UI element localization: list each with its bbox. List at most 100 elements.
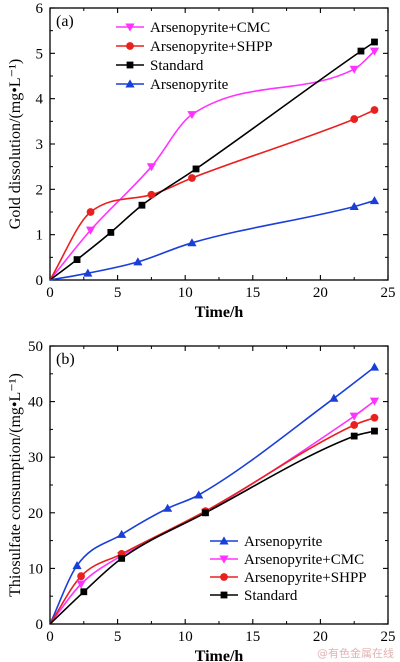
- legend-label-standard: Standard: [150, 58, 204, 74]
- data-point-standard: [107, 229, 115, 236]
- data-point-standard: [202, 509, 209, 517]
- legend-b: Arsenopyrite Arsenopyrite+CMC Arsenopyrite…: [210, 534, 367, 604]
- x-tick-label: 20: [313, 285, 328, 301]
- x-tick-label: 25: [381, 629, 396, 645]
- legend-marker-arsenopyrite-shpp: [220, 573, 228, 581]
- data-point-standard: [80, 588, 88, 596]
- series-line-arsenopyrite-shpp: [49, 109, 375, 281]
- legend-label-arsenopyrite-cmc: Arsenopyrite+CMC: [244, 552, 364, 568]
- data-point-standard: [371, 427, 378, 435]
- watermark-text: @有色金属在线: [317, 646, 394, 660]
- data-point-arsenopyrite: [163, 503, 173, 512]
- x-tick-label: 25: [381, 285, 396, 301]
- data-point-arsenopyrite-cmc: [349, 412, 359, 421]
- data-point-standard: [138, 201, 146, 209]
- tick-labels-a: 0 5 10 15 20 25 0 1 2 3 4 5 6: [36, 1, 396, 301]
- y-tick-label: 30: [28, 450, 43, 466]
- data-point-standard: [192, 165, 200, 173]
- panel-label-a: (a): [56, 13, 74, 30]
- legend-marker-arsenopyrite-shpp: [126, 42, 134, 50]
- data-point-arsenopyrite: [349, 201, 359, 211]
- data-point-arsenopyrite: [369, 196, 380, 205]
- data-point-arsenopyrite-shpp: [188, 174, 196, 182]
- y-tick-label: 20: [28, 506, 43, 522]
- data-point-standard: [118, 554, 126, 562]
- legend-label-arsenopyrite: Arsenopyrite: [150, 77, 229, 93]
- tick-marks-a: [49, 7, 389, 281]
- data-point-arsenopyrite-cmc: [76, 580, 86, 589]
- data-point-arsenopyrite-cmc: [369, 47, 380, 56]
- y-tick-label: 1: [36, 228, 44, 244]
- data-point-arsenopyrite: [187, 238, 197, 247]
- data-point-arsenopyrite-cmc: [146, 163, 156, 172]
- legend-a: Arsenopyrite+CMC Arsenopyrite+SHPP Standar…: [116, 20, 273, 93]
- y-axis-title-a: Gold dissolution/(mg•L⁻¹): [7, 59, 24, 229]
- legend-marker-arsenopyrite-cmc: [219, 555, 229, 564]
- data-point-arsenopyrite-shpp: [350, 115, 359, 123]
- data-point-arsenopyrite-shpp: [147, 190, 156, 199]
- series-markers-a: [73, 38, 380, 277]
- legend-marker-standard: [220, 591, 228, 599]
- series-markers-b: [72, 362, 380, 596]
- data-point-arsenopyrite: [194, 490, 204, 499]
- legend-label-arsenopyrite-cmc: Arsenopyrite+CMC: [150, 20, 270, 36]
- data-point-arsenopyrite: [72, 561, 82, 570]
- y-tick-label: 0: [36, 617, 44, 633]
- y-tick-label: 4: [36, 92, 44, 108]
- data-point-arsenopyrite: [369, 362, 380, 371]
- x-tick-label: 15: [245, 629, 260, 645]
- x-axis-title-a: Time/h: [195, 304, 244, 321]
- y-axis-title-b: Thiosulfate consumption/(mg•L⁻¹): [7, 373, 24, 597]
- tick-marks-b: [49, 345, 389, 625]
- legend-marker-arsenopyrite-cmc: [125, 23, 135, 32]
- data-point-arsenopyrite: [117, 529, 127, 538]
- data-point-arsenopyrite-cmc: [187, 111, 197, 120]
- data-point-standard: [371, 38, 378, 46]
- legend-label-standard: Standard: [244, 588, 298, 604]
- data-point-arsenopyrite-shpp: [370, 106, 379, 114]
- x-axis-title-b: Time/h: [195, 648, 244, 662]
- y-tick-label: 2: [36, 182, 44, 198]
- legend-marker-arsenopyrite: [125, 79, 135, 88]
- y-tick-label: 10: [28, 561, 43, 577]
- tick-labels-b: 0 5 10 15 20 25 0 10 20 30 40 50: [28, 339, 396, 645]
- data-point-standard: [357, 47, 365, 55]
- x-tick-label: 20: [313, 629, 328, 645]
- series-line-arsenopyrite-cmc: [49, 400, 375, 625]
- y-tick-label: 40: [28, 395, 43, 411]
- x-tick-label: 0: [46, 285, 54, 301]
- data-point-arsenopyrite-shpp: [350, 421, 359, 429]
- x-tick-label: 0: [46, 629, 54, 645]
- legend-marker-arsenopyrite: [219, 536, 229, 545]
- data-point-arsenopyrite-shpp: [86, 208, 95, 216]
- series-line-arsenopyrite: [49, 199, 375, 281]
- data-point-arsenopyrite-shpp: [370, 413, 379, 422]
- x-tick-label: 15: [245, 285, 260, 301]
- y-tick-label: 6: [36, 1, 44, 17]
- x-tick-label: 10: [178, 285, 193, 301]
- data-point-arsenopyrite-cmc: [369, 397, 380, 406]
- y-tick-label: 5: [36, 46, 44, 62]
- legend-label-arsenopyrite-shpp: Arsenopyrite+SHPP: [150, 39, 273, 55]
- data-point-arsenopyrite: [329, 393, 339, 402]
- data-point-standard: [350, 432, 358, 440]
- y-tick-label: 3: [36, 137, 44, 153]
- data-point-arsenopyrite: [83, 268, 93, 277]
- x-tick-label: 10: [178, 629, 193, 645]
- x-tick-label: 5: [114, 629, 122, 645]
- y-tick-label: 50: [28, 339, 43, 355]
- data-point-arsenopyrite-cmc: [85, 226, 96, 235]
- data-point-standard: [73, 256, 81, 263]
- panel-label-b: (b): [56, 351, 75, 368]
- data-point-arsenopyrite-cmc: [349, 65, 359, 74]
- legend-label-arsenopyrite-shpp: Arsenopyrite+SHPP: [244, 570, 367, 586]
- y-tick-label: 0: [36, 273, 44, 289]
- x-tick-label: 5: [114, 285, 122, 301]
- data-point-arsenopyrite: [133, 257, 143, 266]
- data-point-arsenopyrite-shpp: [77, 572, 85, 581]
- legend-label-arsenopyrite: Arsenopyrite: [244, 534, 323, 550]
- legend-marker-standard: [126, 61, 134, 69]
